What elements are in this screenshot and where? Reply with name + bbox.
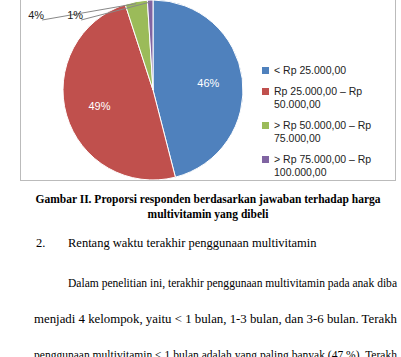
html-text:< Rp 25.000,00: < Rp 25.000,00	[274, 64, 347, 76]
html-text:Rp 25.000,00 – Rp 50.000,00: Rp 25.000,00 – Rp 50.000,00	[274, 85, 363, 110]
svg-text:2.: 2.	[36, 236, 45, 250]
svg-text:menjadi 4 kelompok, yaitu < 1: menjadi 4 kelompok, yaitu < 1 bulan, 1-3…	[34, 312, 393, 326]
html-text:> Rp 75.000,00 – Rp 100.000,00: > Rp 75.000,00 – Rp 100.000,00	[274, 153, 372, 178]
svg-text:49%: 49%	[88, 100, 110, 112]
svg-text:Dalam penelitian ini, terakhir: Dalam penelitian ini, terakhir penggunaa…	[68, 276, 393, 290]
html-text:Gambar II. Proporsi responden: Gambar II. Proporsi responden berdasarka…	[35, 193, 381, 205]
svg-text:46%: 46%	[197, 77, 219, 89]
html-text:multivitamin yang dibeli: multivitamin yang dibeli	[147, 208, 269, 220]
html-text:> Rp 50.000,00 – Rp 75.000,00: > Rp 50.000,00 – Rp 75.000,00	[274, 119, 372, 144]
svg-text:penggunaan multivitamin < 1 bu: penggunaan multivitamin < 1 bulan adalah…	[34, 348, 393, 357]
svg-text:Rentang waktu terakhir penggun: Rentang waktu terakhir penggunaan multiv…	[68, 236, 317, 250]
svg-text:4%: 4%	[28, 9, 44, 21]
svg-text:1%: 1%	[67, 9, 83, 21]
